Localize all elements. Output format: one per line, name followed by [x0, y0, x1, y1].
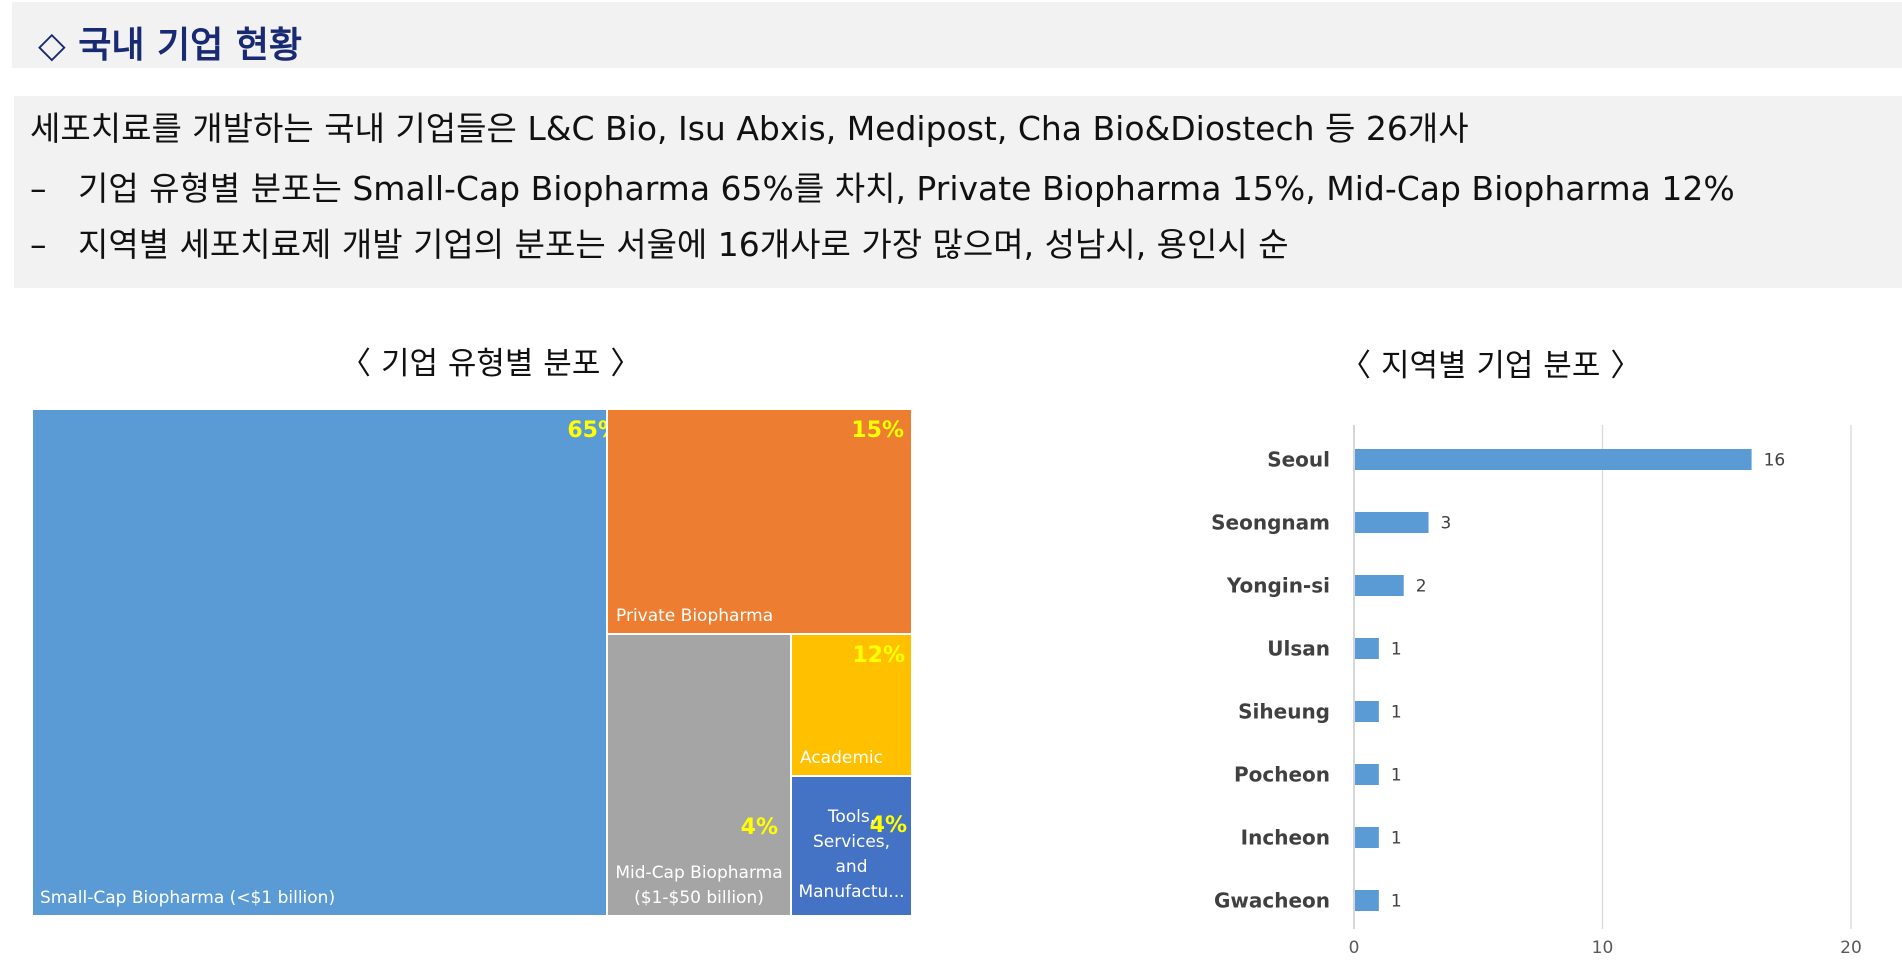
bar	[1355, 764, 1379, 785]
data-label: 1	[1391, 640, 1402, 660]
bar	[1355, 575, 1404, 596]
category-label: Seoul	[1267, 448, 1330, 472]
treemap-label-private: Private Biopharma	[616, 606, 774, 626]
summary-box: 세포치료를 개발하는 국내 기업들은 L&C Bio, Isu Abxis, M…	[14, 96, 1902, 288]
bullet-dash: –	[30, 169, 47, 208]
x-tick-label: 0	[1349, 938, 1360, 958]
treemap-label-small-cap: Small-Cap Biopharma (<$1 billion)	[40, 888, 336, 908]
bar-chart: 0 10 20 Seoul 16 Seongnam 3 Yongin-si 2 Ulsan 1 Sih…	[1180, 410, 1902, 971]
bracket-close: 〉	[1610, 348, 1642, 384]
bracket-open: 〈	[340, 346, 371, 382]
treemap-pct-mid-cap: 4%	[740, 815, 778, 840]
x-tick-label: 20	[1840, 938, 1862, 958]
data-label: 1	[1391, 892, 1402, 912]
summary-line-2-text: 기업 유형별 분포는 Small-Cap Biopharma 65%를 차치, …	[78, 169, 1735, 208]
bar	[1355, 827, 1379, 848]
summary-line-1: 세포치료를 개발하는 국내 기업들은 L&C Bio, Isu Abxis, M…	[30, 109, 1469, 148]
treemap-tile-tools: Tools, Services, and Manufactu... 4%	[790, 775, 913, 917]
bar	[1355, 512, 1429, 533]
category-label: Ulsan	[1267, 637, 1330, 661]
treemap-title: 〈 기업 유형별 분포 〉	[330, 338, 651, 383]
treemap-tile-small-cap: 65% Small-Cap Biopharma (<$1 billion)	[31, 408, 608, 917]
summary-line-3-text: 지역별 세포치료제 개발 기업의 분포는 서울에 16개사로 가장 많으며, 성…	[78, 225, 1289, 264]
category-label: Seongnam	[1211, 511, 1330, 535]
data-label: 2	[1416, 577, 1427, 597]
data-label: 1	[1391, 766, 1402, 786]
data-label: 1	[1391, 703, 1402, 723]
treemap-tile-mid-cap: 4% Mid-Cap Biopharma ($1-$50 billion)	[606, 633, 792, 917]
bar	[1355, 638, 1379, 659]
treemap-label-academic: Academic	[800, 748, 883, 768]
treemap-pct-academic: 12%	[852, 643, 905, 668]
bracket-open: 〈	[1340, 348, 1371, 384]
bar-chart-title: 〈 지역별 기업 분포 〉	[1330, 340, 1651, 385]
bar-chart-svg: 0 10 20 Seoul 16 Seongnam 3 Yongin-si 2 Ulsan 1 Sih…	[1211, 425, 1862, 958]
category-label: Gwacheon	[1214, 889, 1330, 913]
data-label: 3	[1441, 514, 1452, 534]
treemap-tile-private: 15% Private Biopharma	[606, 408, 913, 635]
title-bar: ◇ 국내 기업 현황	[12, 2, 1902, 68]
bullet-dash: –	[30, 225, 47, 264]
bar	[1355, 890, 1379, 911]
treemap-chart: 65% Small-Cap Biopharma (<$1 billion) 15…	[31, 408, 913, 917]
summary-line-3: – 지역별 세포치료제 개발 기업의 분포는 서울에 16개사로 가장 많으며, …	[30, 218, 1289, 266]
treemap-label-tools: Tools, Services, and Manufactu...	[798, 807, 905, 902]
treemap-tile-academic: 12% Academic	[790, 633, 913, 777]
data-label: 1	[1391, 829, 1402, 849]
page-title: ◇ 국내 기업 현황	[38, 25, 303, 66]
treemap-pct-private: 15%	[851, 418, 904, 443]
treemap-title-text: 기업 유형별 분포	[381, 346, 601, 382]
summary-line-2: – 기업 유형별 분포는 Small-Cap Biopharma 65%를 차치,…	[30, 162, 1735, 210]
category-label: Yongin-si	[1226, 574, 1330, 598]
category-label: Siheung	[1238, 700, 1330, 724]
bar	[1355, 449, 1752, 470]
x-tick-label: 10	[1592, 938, 1614, 958]
data-label: 16	[1764, 451, 1786, 471]
bar-chart-title-text: 지역별 기업 분포	[1381, 348, 1601, 384]
treemap-pct-tools: 4%	[869, 813, 907, 838]
treemap-label-mid-cap: Mid-Cap Biopharma ($1-$50 billion)	[615, 863, 783, 908]
bracket-close: 〉	[610, 346, 642, 382]
category-label: Pocheon	[1234, 763, 1330, 787]
category-label: Incheon	[1241, 826, 1330, 850]
bar	[1355, 701, 1379, 722]
treemap-pct-small-cap: 65%	[567, 418, 606, 443]
